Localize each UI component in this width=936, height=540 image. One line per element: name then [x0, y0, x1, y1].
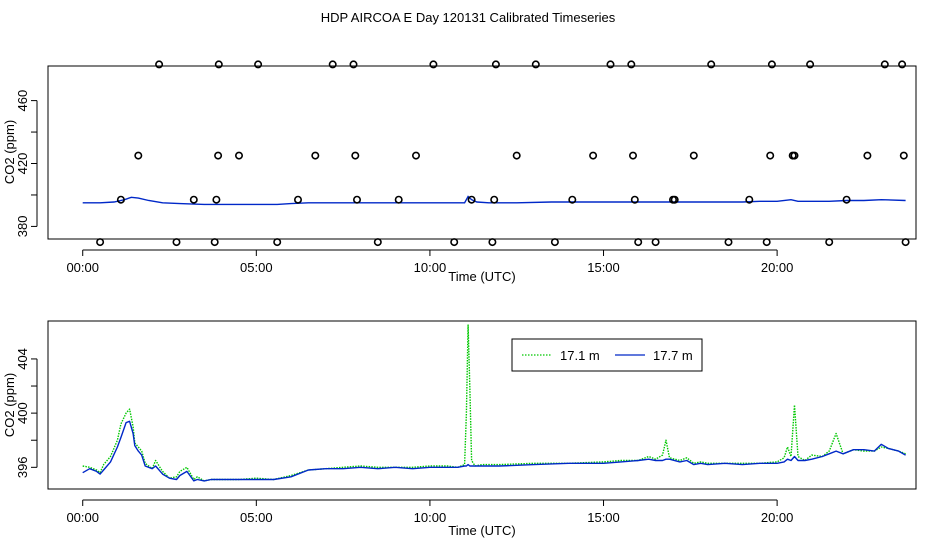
data-point: [512, 151, 521, 160]
data-point: [901, 238, 910, 247]
top-y-axis: 380 420 460: [15, 90, 38, 238]
legend: 17.1 m 17.7 m: [511, 338, 703, 372]
top-y-axis-label: CO2 (ppm): [2, 120, 17, 184]
data-point: [210, 238, 219, 247]
data-point: [630, 195, 639, 204]
bottom-plot-frame: [47, 320, 917, 490]
top-x-axis-label: Time (UTC): [448, 269, 515, 284]
legend-label-series-1: 17.1 m: [560, 348, 600, 363]
bottom-series: [82, 324, 906, 482]
figure-title: HDP AIRCOA E Day 120131 Calibrated Times…: [321, 10, 616, 25]
top-panel: 00:00 05:00 10:00 15:00 20:00 380 420 460 Time…: [2, 60, 917, 284]
data-point: [311, 151, 320, 160]
data-point: [863, 151, 872, 160]
data-point: [273, 238, 282, 247]
data-point: [352, 195, 361, 204]
data-point: [351, 151, 360, 160]
data-point: [254, 60, 263, 69]
data-point: [531, 60, 540, 69]
data-point: [589, 151, 598, 160]
data-point: [467, 195, 476, 204]
data-point: [235, 151, 244, 160]
top-calibration-points: [96, 60, 910, 247]
data-point: [806, 60, 815, 69]
data-point: [842, 195, 851, 204]
data-point: [134, 151, 143, 160]
data-point: [762, 238, 771, 247]
x-tick-label: 00:00: [66, 260, 99, 275]
y-tick-label: 400: [15, 402, 30, 424]
x-tick-label: 15:00: [587, 510, 620, 525]
data-point: [429, 60, 438, 69]
bottom-x-axis-label: Time (UTC): [448, 523, 515, 538]
data-point: [450, 238, 459, 247]
x-tick-label: 10:00: [414, 510, 447, 525]
x-tick-label: 15:00: [587, 260, 620, 275]
data-point: [724, 238, 733, 247]
data-point: [568, 195, 577, 204]
x-tick-label: 10:00: [414, 260, 447, 275]
data-point: [394, 195, 403, 204]
data-point: [349, 60, 358, 69]
data-point: [212, 195, 221, 204]
y-tick-label: 404: [15, 348, 30, 370]
data-point: [651, 238, 660, 247]
data-point: [898, 60, 907, 69]
top-x-axis: 00:00 05:00 10:00 15:00 20:00: [66, 249, 794, 275]
data-point: [214, 151, 223, 160]
data-point: [707, 60, 716, 69]
data-point: [627, 60, 636, 69]
x-tick-label: 05:00: [240, 260, 273, 275]
bottom-x-axis: 00:00 05:00 10:00 15:00 20:00: [66, 499, 794, 525]
data-point: [899, 151, 908, 160]
data-point: [172, 238, 181, 247]
x-tick-label: 00:00: [66, 510, 99, 525]
data-point: [689, 151, 698, 160]
data-point: [488, 238, 497, 247]
y-tick-label: 460: [15, 90, 30, 112]
top-plot-frame: [47, 65, 917, 240]
x-tick-label: 20:00: [761, 510, 794, 525]
bottom-y-axis-label: CO2 (ppm): [2, 373, 17, 437]
bottom-panel: 00:00 05:00 10:00 15:00 20:00 396 400 404 Time…: [2, 320, 917, 538]
data-point: [189, 195, 198, 204]
data-point: [214, 60, 223, 69]
data-point: [293, 195, 302, 204]
bottom-y-axis: 396 400 404: [15, 348, 38, 478]
data-point: [628, 151, 637, 160]
data-point: [880, 60, 889, 69]
data-point: [766, 151, 775, 160]
data-point: [96, 238, 105, 247]
y-tick-label: 396: [15, 456, 30, 478]
data-point: [745, 195, 754, 204]
series-line-2: [82, 420, 906, 482]
data-point: [328, 60, 337, 69]
data-point: [767, 60, 776, 69]
data-point: [670, 195, 679, 204]
x-tick-label: 20:00: [761, 260, 794, 275]
y-tick-label: 380: [15, 216, 30, 238]
data-point: [491, 60, 500, 69]
series-line-1: [82, 324, 906, 482]
data-point: [825, 238, 834, 247]
data-point: [606, 60, 615, 69]
data-point: [490, 195, 499, 204]
data-point: [116, 195, 125, 204]
data-point: [550, 238, 559, 247]
x-tick-label: 05:00: [240, 510, 273, 525]
data-point: [155, 60, 164, 69]
data-point: [634, 238, 643, 247]
data-point: [411, 151, 420, 160]
legend-label-series-2: 17.7 m: [653, 348, 693, 363]
y-tick-label: 420: [15, 153, 30, 175]
data-point: [373, 238, 382, 247]
data-point: [790, 151, 799, 160]
